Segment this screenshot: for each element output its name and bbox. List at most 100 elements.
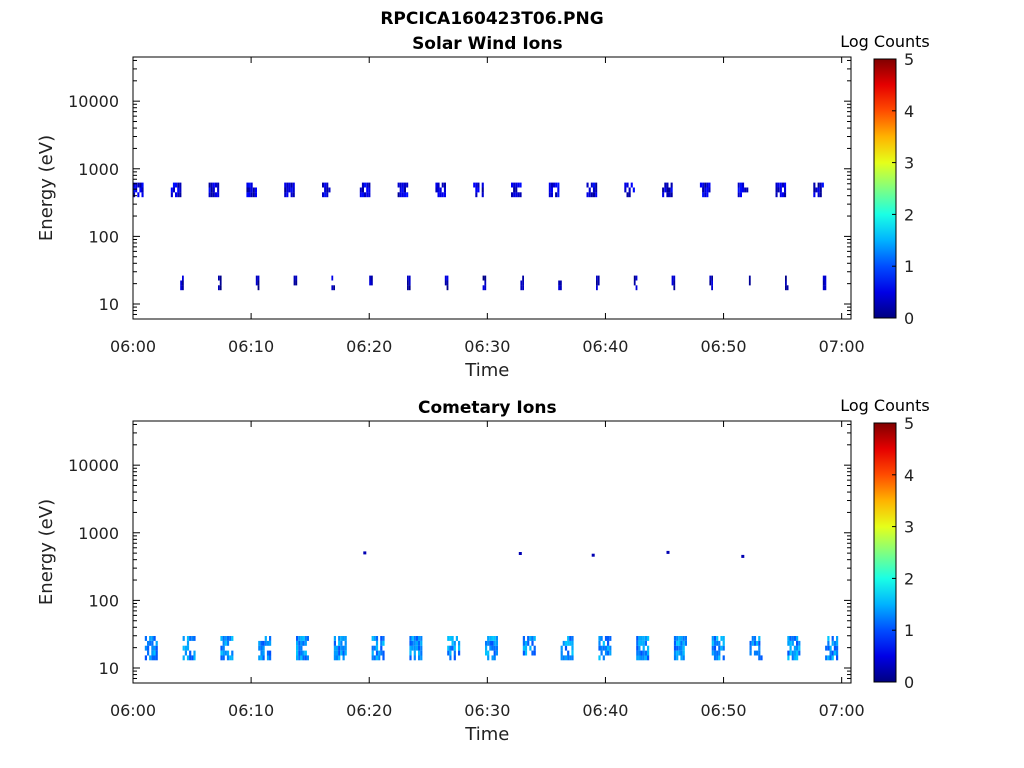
data-cell <box>647 636 650 641</box>
data-cell <box>260 640 263 646</box>
data-cell <box>296 650 299 656</box>
data-cell <box>373 645 376 651</box>
data-cell <box>569 655 572 661</box>
data-cell <box>288 182 291 188</box>
data-cell <box>177 182 180 188</box>
data-cell <box>219 275 222 281</box>
data-cell <box>527 640 530 646</box>
data-cell <box>642 640 645 646</box>
data-cell <box>413 636 416 641</box>
data-cell <box>481 182 484 188</box>
data-cell <box>607 650 610 656</box>
data-cell <box>779 187 782 193</box>
data-cell <box>155 655 158 661</box>
data-cell <box>220 655 223 661</box>
data-cell <box>662 192 665 198</box>
data-cell <box>135 182 138 188</box>
data-cell <box>833 645 836 651</box>
data-cell <box>264 640 267 646</box>
data-cell <box>781 182 784 188</box>
data-cell <box>170 187 173 193</box>
data-cell <box>446 280 449 286</box>
data-cell <box>682 640 685 646</box>
data-cell <box>640 655 643 661</box>
data-cell <box>640 650 643 656</box>
data-cell <box>558 285 560 291</box>
y-tick-label: 1000 <box>78 160 119 179</box>
data-cell <box>443 192 446 198</box>
data-cell <box>704 192 707 198</box>
data-cell <box>682 636 685 641</box>
data-cell <box>836 645 839 651</box>
data-cell <box>822 275 825 281</box>
data-cell <box>485 640 488 646</box>
data-cell <box>711 645 714 651</box>
data-cell <box>511 182 514 188</box>
data-cell <box>449 655 452 661</box>
data-cell <box>375 645 379 651</box>
data-cell <box>784 182 787 188</box>
data-cell <box>224 650 227 656</box>
data-cell <box>520 280 523 286</box>
data-cell <box>524 645 528 651</box>
data-cell <box>141 192 144 198</box>
data-cell <box>229 655 232 661</box>
data-cell <box>453 650 456 656</box>
data-cell <box>399 182 402 188</box>
data-cell <box>533 636 536 641</box>
data-cell <box>399 187 402 193</box>
data-cell <box>342 636 345 641</box>
data-cell <box>748 280 751 286</box>
data-cell <box>822 285 825 291</box>
data-cell <box>397 192 400 198</box>
y-axis-label: Energy (eV) <box>36 135 57 241</box>
data-cell <box>368 187 371 193</box>
data-cell <box>189 636 192 641</box>
data-cell <box>295 280 298 286</box>
data-cell <box>517 182 520 188</box>
data-cell <box>662 187 665 193</box>
x-tick-label: 06:10 <box>228 337 274 356</box>
data-cell <box>708 187 711 193</box>
data-cell <box>779 182 782 188</box>
data-cell <box>224 640 227 646</box>
data-cell <box>406 182 409 188</box>
data-cell <box>647 645 650 651</box>
x-tick-label: 07:00 <box>819 701 865 720</box>
data-cell <box>298 636 301 641</box>
data-cell <box>702 182 705 188</box>
data-cell <box>604 645 608 651</box>
data-cell <box>333 285 335 291</box>
data-cell <box>586 192 589 198</box>
data-cell <box>298 640 301 646</box>
data-cell <box>172 187 175 193</box>
colorbar-tick-label: 5 <box>904 414 914 433</box>
x-tick-label: 06:10 <box>228 701 274 720</box>
data-cell <box>636 650 639 656</box>
data-cell <box>151 645 154 651</box>
data-cell <box>711 636 714 641</box>
data-cell <box>447 645 450 651</box>
data-cell <box>453 655 456 661</box>
data-cell <box>361 187 364 193</box>
data-cell <box>673 275 676 281</box>
data-cell <box>475 192 478 198</box>
data-cell <box>522 275 524 281</box>
panels: 06:00 06:10 06:20 06:30 06:40 06:50 07:0010100… <box>36 32 930 745</box>
data-cell <box>742 182 745 188</box>
data-cell <box>406 192 409 198</box>
data-cell <box>713 636 717 641</box>
data-cell <box>137 182 140 188</box>
data-cell <box>836 636 839 641</box>
data-cell <box>668 192 671 198</box>
data-cell <box>409 640 412 646</box>
data-cell <box>598 655 601 661</box>
data-cell <box>529 636 532 641</box>
data-cell <box>437 192 440 198</box>
data-cell <box>344 650 347 656</box>
data-cell <box>791 650 794 656</box>
data-cell <box>144 636 147 641</box>
data-cell <box>789 636 792 641</box>
data-cell <box>324 192 327 198</box>
